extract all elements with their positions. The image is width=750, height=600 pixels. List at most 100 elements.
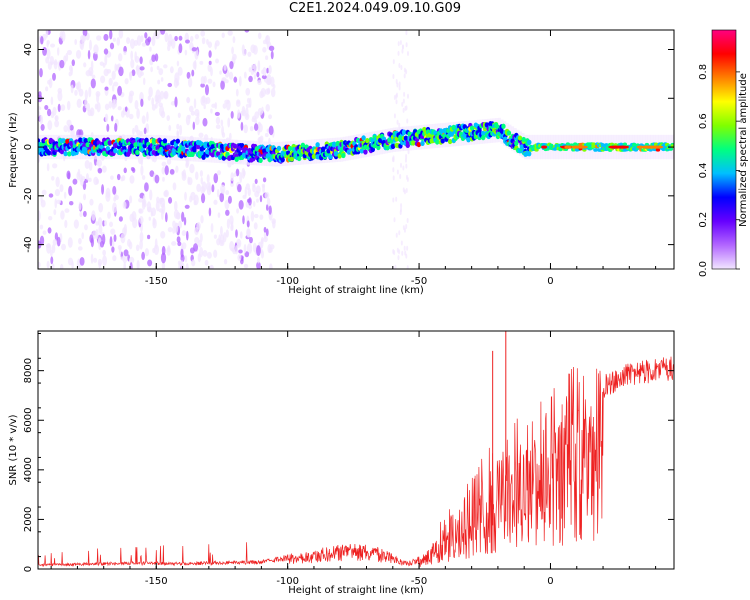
spectral-cell — [402, 98, 405, 104]
spectral-cell — [185, 39, 190, 44]
spectral-cell — [97, 258, 103, 267]
spectral-cell — [260, 238, 264, 249]
spectral-cell — [53, 209, 57, 216]
spectrogram-x-tick-label: -150 — [145, 276, 168, 287]
spectral-cell — [95, 228, 99, 240]
spectral-cell — [139, 71, 144, 77]
spectral-cell — [112, 255, 117, 262]
spectral-cell — [112, 202, 117, 214]
spectral-cell — [139, 66, 145, 71]
spectral-cell — [236, 238, 242, 249]
spectral-cell — [526, 151, 532, 157]
spectral-cell — [46, 48, 51, 60]
spectral-cell — [300, 142, 306, 148]
spectral-cell — [104, 113, 109, 123]
spectral-cell — [66, 100, 71, 111]
spectral-cell — [140, 98, 144, 107]
spectral-cell — [103, 33, 109, 41]
spectral-cell — [240, 256, 244, 262]
spectral-cell — [246, 97, 250, 104]
spectral-cell — [175, 165, 179, 173]
spectral-cell — [102, 255, 108, 267]
spectral-cell — [161, 161, 167, 167]
spectral-cell — [210, 108, 213, 114]
spectral-cell — [136, 35, 142, 46]
spectral-cell — [138, 197, 143, 203]
spectral-cell — [42, 46, 47, 56]
spectral-cell — [171, 241, 177, 246]
spectral-cell — [101, 184, 105, 195]
spectral-cell — [87, 49, 91, 60]
spectral-cell — [222, 103, 227, 109]
spectral-cell — [90, 253, 94, 264]
spectral-cell — [392, 157, 395, 163]
spectral-cell — [401, 250, 404, 256]
spectral-cell — [164, 32, 169, 43]
spectral-cell — [66, 119, 72, 127]
spectrogram-panel: -150 -100 -50 0 -40 -20 0 20 40 Height of straig… — [8, 29, 675, 296]
spectral-cell — [402, 165, 405, 171]
spectral-cell — [501, 123, 506, 129]
spectral-cell — [172, 220, 176, 228]
spectrogram-x-tick-label: -50 — [411, 276, 427, 287]
spectral-cell — [40, 195, 43, 204]
spectral-cell — [397, 255, 400, 261]
spectral-cell — [46, 260, 50, 269]
spectral-cell — [250, 210, 255, 222]
spectral-cell — [392, 59, 395, 65]
spectral-cell — [193, 98, 197, 109]
spectral-cell — [136, 259, 140, 269]
spectral-cell — [139, 216, 144, 225]
spectral-cell — [235, 229, 238, 238]
spectral-cell — [188, 105, 194, 113]
spectral-cell — [453, 121, 457, 147]
spectral-cell — [420, 140, 425, 146]
spectral-cell — [50, 43, 56, 48]
spectral-cell — [642, 145, 651, 149]
spectral-cell — [223, 64, 227, 71]
spectral-cell — [232, 139, 236, 164]
spectral-cell — [270, 87, 276, 98]
spectral-cell — [113, 234, 117, 242]
spectral-cell — [400, 162, 403, 168]
spectral-cell — [237, 184, 242, 193]
spectral-cell — [399, 40, 402, 46]
spectral-cell — [177, 66, 183, 76]
spectral-cell — [200, 176, 204, 185]
snr-series-line — [38, 356, 674, 568]
spectral-cell — [393, 113, 396, 119]
spectral-cell — [52, 239, 58, 246]
spectral-cell — [148, 86, 153, 98]
spectral-cell — [139, 56, 143, 65]
spectral-cell — [244, 186, 247, 197]
spectral-cell — [160, 231, 166, 239]
spectral-cell — [359, 148, 364, 154]
spectral-cell — [161, 261, 166, 269]
spectral-cell — [180, 254, 185, 263]
snr-y-tick-label: 0 — [23, 566, 34, 572]
spectral-cell — [195, 171, 199, 181]
spectral-cell — [169, 168, 175, 175]
spectral-cell — [152, 217, 156, 226]
spectral-cell — [157, 79, 161, 85]
spectral-cell — [397, 50, 400, 56]
spectral-cell — [87, 109, 93, 117]
spectral-cell — [398, 81, 401, 87]
spectral-cell — [45, 30, 49, 38]
snr-x-axis-label: Height of straight line (km) — [288, 585, 424, 596]
spectral-cell — [189, 35, 194, 43]
spectral-cell — [77, 246, 83, 251]
spectrogram-frame — [37, 29, 675, 270]
spectral-cell — [39, 114, 44, 125]
spectral-cell — [268, 205, 272, 215]
spectral-cell — [56, 199, 62, 204]
spectral-cell — [232, 36, 236, 44]
spectral-cell — [78, 237, 82, 245]
spectral-cell — [109, 221, 114, 228]
spectral-cell — [38, 210, 41, 222]
spectrogram-x-tick-label: -100 — [276, 276, 299, 287]
spectral-cell — [385, 145, 390, 151]
snr-x-tick-label: 0 — [547, 576, 553, 587]
spectral-cell — [253, 123, 259, 131]
spectral-cell — [104, 54, 108, 66]
